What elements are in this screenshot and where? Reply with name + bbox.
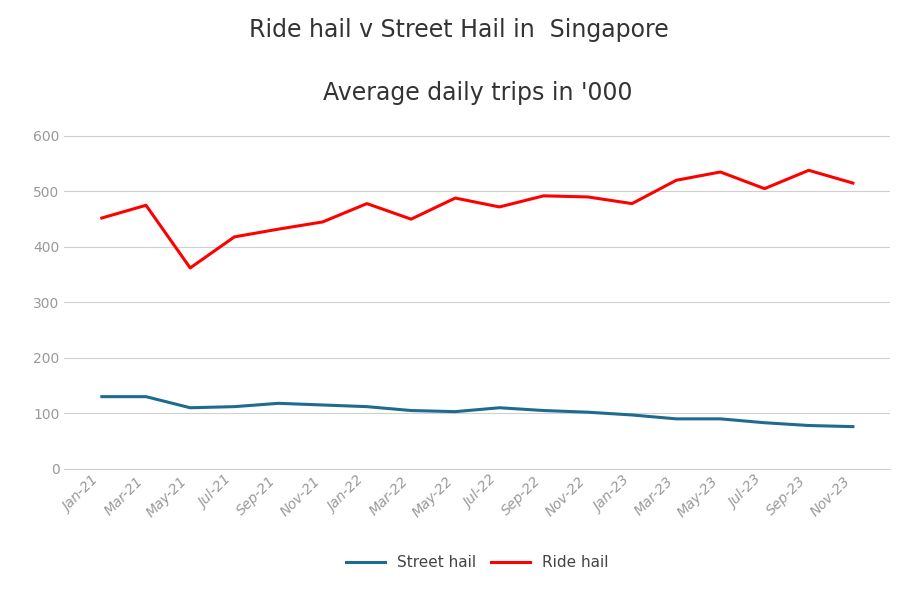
Street hail — [406, 407, 417, 414]
Line: Ride hail: Ride hail — [102, 170, 853, 268]
Street hail — [318, 401, 329, 409]
Ride hail — [803, 166, 814, 174]
Street hail — [494, 404, 505, 411]
Street hail — [847, 423, 858, 430]
Ride hail — [450, 195, 461, 202]
Text: Ride hail v Street Hail in  Singapore: Ride hail v Street Hail in Singapore — [249, 18, 669, 42]
Street hail — [450, 408, 461, 415]
Street hail — [759, 419, 770, 426]
Ride hail — [538, 192, 549, 200]
Ride hail — [96, 215, 107, 222]
Street hail — [185, 404, 196, 411]
Street hail — [671, 415, 682, 423]
Legend: Street hail, Ride hail: Street hail, Ride hail — [341, 549, 614, 576]
Ride hail — [582, 194, 593, 201]
Ride hail — [406, 216, 417, 223]
Line: Street hail: Street hail — [102, 397, 853, 427]
Ride hail — [362, 200, 373, 207]
Street hail — [96, 393, 107, 400]
Ride hail — [494, 203, 505, 210]
Ride hail — [140, 202, 151, 209]
Street hail — [715, 415, 726, 423]
Street hail — [582, 409, 593, 416]
Ride hail — [626, 200, 637, 207]
Street hail — [538, 407, 549, 414]
Street hail — [803, 422, 814, 429]
Street hail — [273, 400, 284, 407]
Ride hail — [318, 218, 329, 225]
Ride hail — [273, 225, 284, 233]
Street hail — [140, 393, 151, 400]
Ride hail — [847, 180, 858, 187]
Ride hail — [715, 168, 726, 175]
Street hail — [229, 403, 240, 410]
Ride hail — [229, 233, 240, 240]
Street hail — [626, 411, 637, 418]
Title: Average daily trips in '000: Average daily trips in '000 — [322, 81, 633, 105]
Street hail — [362, 403, 373, 410]
Ride hail — [759, 185, 770, 192]
Ride hail — [671, 177, 682, 184]
Ride hail — [185, 264, 196, 272]
